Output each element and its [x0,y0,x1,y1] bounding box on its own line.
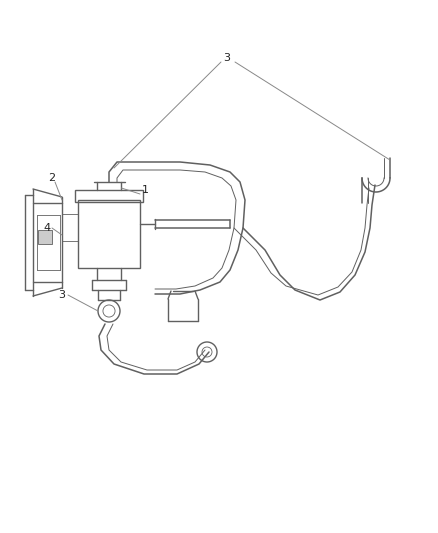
Text: 1: 1 [141,185,148,195]
Bar [38,230,52,244]
Text: 4: 4 [43,223,50,233]
Text: 2: 2 [49,173,56,183]
Bar [75,190,143,202]
Text: 3: 3 [223,53,230,63]
Text: 3: 3 [59,290,66,300]
Bar [78,200,140,268]
